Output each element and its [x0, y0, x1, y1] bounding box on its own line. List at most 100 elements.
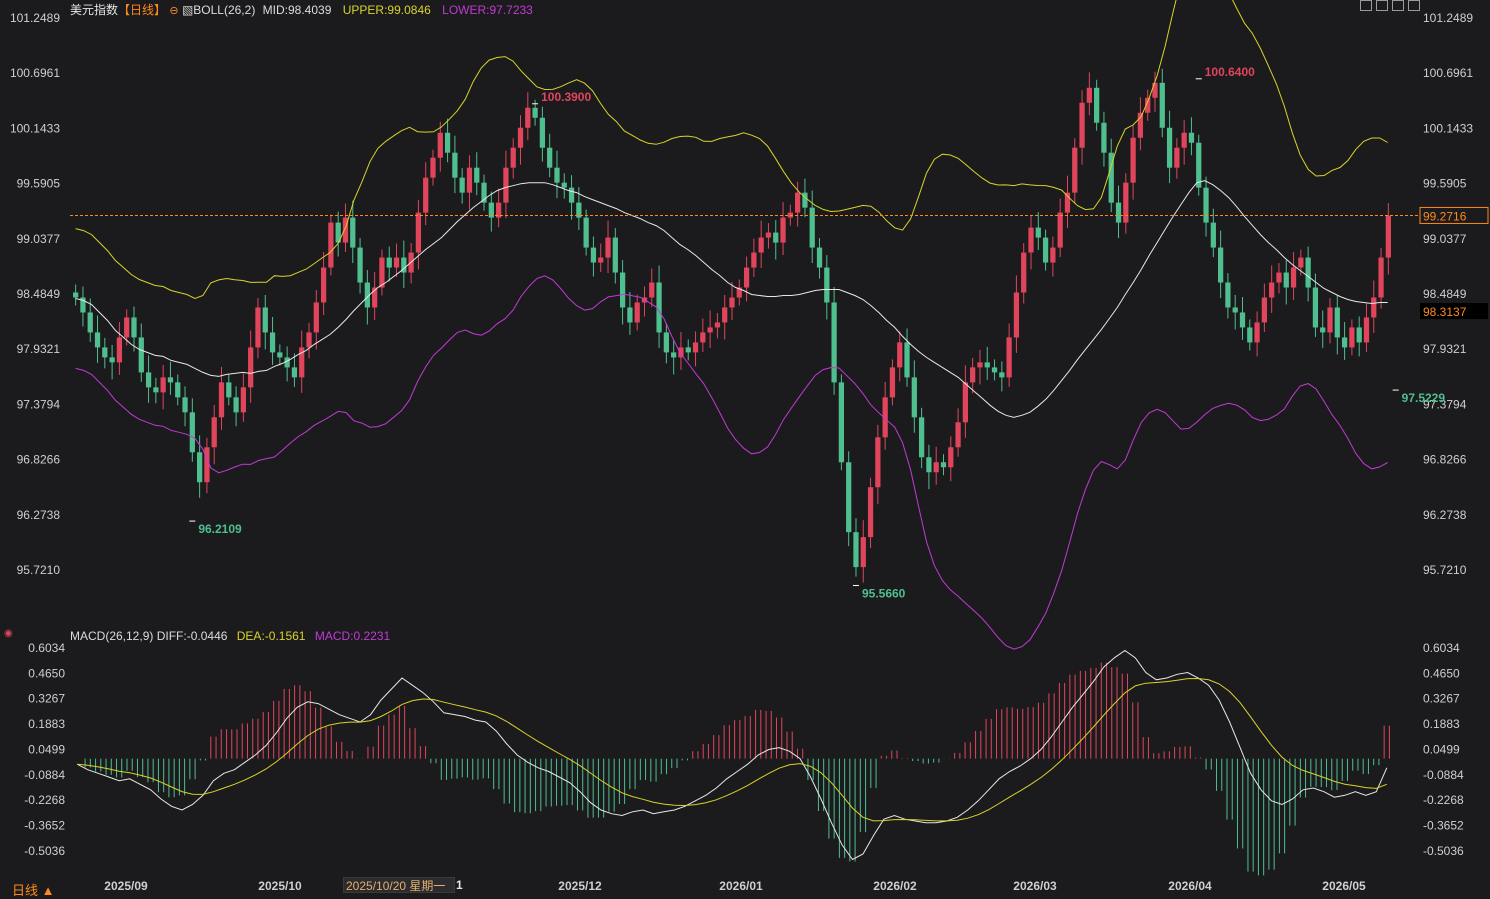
macd-diff-line [76, 649, 1388, 861]
candle-body [561, 182, 567, 188]
layout-icon[interactable] [1376, 0, 1388, 11]
macd-tick-label: 0.6034 [28, 641, 65, 655]
price-tick-label: 101.2489 [10, 11, 60, 25]
candle-body [809, 207, 815, 248]
candle-body [1327, 307, 1333, 333]
candle-body [1137, 112, 1144, 138]
date-tick-label: 2025/12 [558, 879, 602, 893]
candle-body [488, 202, 494, 218]
settings-icon[interactable]: ⊖ [169, 5, 179, 17]
indicator-icon[interactable]: ▧ [181, 3, 194, 17]
candle-body [1101, 122, 1107, 153]
candle-body [517, 127, 524, 148]
candle-body [1276, 272, 1282, 283]
extreme-label: 100.6400 [1205, 65, 1255, 79]
macd-tick-label: 0.0499 [1423, 743, 1460, 757]
macd-tick-label: -0.5036 [24, 844, 65, 858]
candle-body [1013, 292, 1020, 338]
candle-body [1166, 127, 1173, 168]
candle-body [277, 352, 283, 358]
candle-body [1174, 147, 1180, 168]
candle-body [568, 187, 575, 203]
instrument-title: 美元指数 [70, 3, 119, 17]
boll-label: BOLL(26,2) [193, 3, 256, 17]
candle-body [328, 222, 334, 268]
candle-body [926, 457, 932, 473]
period-tag[interactable]: 【日线】 [118, 3, 167, 17]
candle-body [510, 147, 516, 168]
macd-settings-icon[interactable]: ◉ [4, 628, 13, 639]
candle-body [1181, 132, 1187, 148]
date-tick-label: 2025/10 [258, 879, 302, 893]
candle-body [663, 332, 669, 353]
window-icon[interactable] [1392, 0, 1404, 11]
candle-body [1312, 287, 1319, 328]
candle-body [87, 312, 93, 333]
candle-body [1210, 222, 1216, 248]
candle-body [496, 202, 502, 218]
macd-label: MACD(26,12,9) [70, 629, 154, 643]
candle-body [131, 317, 137, 338]
macd-dea-line [77, 677, 1387, 822]
candle-body [1050, 247, 1056, 263]
candle-body [481, 182, 487, 203]
candle-body [700, 332, 706, 343]
crosshair-icon[interactable] [1360, 0, 1372, 11]
boll-upper-line [75, 0, 1388, 300]
price-tick-label: 100.6961 [1423, 66, 1473, 80]
candle-body [248, 347, 254, 388]
candle-body [306, 332, 312, 348]
candle-body [904, 342, 910, 378]
macd-tick-label: 0.4650 [1423, 666, 1460, 680]
candle-body [707, 327, 713, 333]
macd-tick-label: -0.0884 [24, 768, 65, 782]
candle-body [1072, 147, 1078, 193]
candle-body [773, 232, 779, 243]
cursor-date-label: 2025/10/20 星期一 [343, 877, 455, 893]
candle-body [1145, 97, 1151, 113]
candle-body [80, 297, 86, 313]
candle-body [1042, 237, 1049, 263]
candle-body [940, 462, 947, 468]
fullscreen-icon[interactable] [1408, 0, 1420, 11]
candle-body [1006, 337, 1012, 378]
candle-body [692, 342, 699, 353]
candle-body [145, 372, 152, 388]
candle-body [1254, 322, 1260, 343]
candle-body [751, 252, 757, 268]
candle-body [196, 452, 203, 483]
candle-body [948, 447, 954, 468]
boll-mid-label: MID:98.4039 [262, 3, 332, 17]
candle-body [444, 132, 451, 153]
candle-body [999, 372, 1005, 378]
candle-body [627, 307, 633, 323]
candle-body [1035, 227, 1041, 238]
candle-body [102, 347, 108, 358]
period-switch-button[interactable]: 日线 ▲ [12, 883, 55, 898]
candle-body [962, 382, 968, 423]
boll-upper-label: UPPER:99.0846 [342, 3, 431, 17]
candle-body [109, 357, 115, 363]
cursor-index: 1 [456, 878, 463, 892]
candle-body [291, 367, 298, 378]
candle-body [729, 297, 735, 308]
candle-body [226, 382, 232, 398]
candle-body [1108, 152, 1114, 203]
candle-body [1217, 247, 1224, 283]
candle-body [233, 397, 239, 413]
candle-body [1290, 267, 1297, 288]
macd-dea-label: DEA:-0.1561 [236, 629, 306, 643]
extreme-label: 95.5660 [862, 586, 906, 600]
candle-body [955, 422, 961, 448]
candle-body [1363, 317, 1370, 343]
candle-body [437, 132, 443, 158]
date-tick-label: 2025/09 [104, 879, 148, 893]
candle-body [970, 367, 976, 383]
toolbar [1360, 0, 1420, 11]
candle-body [780, 217, 786, 243]
candle-body [860, 537, 866, 568]
candle-body [335, 222, 341, 243]
candle-body [1371, 297, 1377, 318]
cursor-value-box [1420, 303, 1488, 320]
